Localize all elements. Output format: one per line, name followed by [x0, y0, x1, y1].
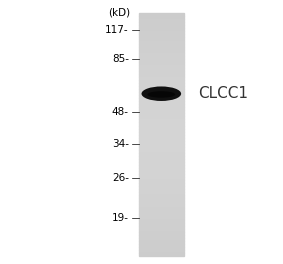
Text: 26-: 26- — [112, 173, 129, 183]
Bar — [139, 192, 184, 195]
Bar — [139, 159, 184, 162]
Bar — [139, 238, 184, 241]
Bar — [139, 28, 184, 31]
Bar — [139, 50, 184, 53]
Ellipse shape — [142, 87, 181, 101]
Bar — [139, 226, 184, 229]
Text: (kD): (kD) — [108, 8, 130, 18]
Bar — [139, 101, 184, 104]
Bar — [139, 165, 184, 168]
Bar — [139, 220, 184, 223]
Bar — [139, 53, 184, 56]
Text: 19-: 19- — [112, 213, 129, 223]
Bar — [139, 211, 184, 214]
Bar — [139, 116, 184, 119]
Bar — [139, 122, 184, 126]
Bar — [139, 80, 184, 83]
Bar — [139, 71, 184, 74]
Bar — [139, 68, 184, 71]
Bar — [139, 98, 184, 101]
Bar — [139, 34, 184, 37]
Bar — [139, 235, 184, 238]
Bar — [139, 183, 184, 186]
Bar — [139, 232, 184, 235]
Bar — [139, 204, 184, 208]
Bar — [139, 180, 184, 183]
Bar — [139, 40, 184, 44]
Bar — [139, 125, 184, 129]
Bar — [139, 153, 184, 156]
Bar — [139, 74, 184, 77]
Bar — [139, 241, 184, 244]
Bar — [139, 62, 184, 65]
Bar — [139, 37, 184, 40]
Bar — [139, 13, 184, 16]
Bar — [139, 77, 184, 80]
Bar — [139, 46, 184, 50]
Bar — [139, 216, 184, 220]
Bar — [139, 16, 184, 19]
Bar — [139, 177, 184, 180]
Bar — [139, 156, 184, 159]
Bar — [139, 44, 184, 46]
Bar — [139, 186, 184, 189]
Bar — [139, 95, 184, 98]
Bar — [139, 83, 184, 86]
Bar — [139, 129, 184, 131]
Text: 34-: 34- — [112, 139, 129, 149]
Bar — [139, 135, 184, 138]
Text: CLCC1: CLCC1 — [198, 86, 248, 101]
Bar — [139, 195, 184, 199]
Bar — [139, 119, 184, 122]
Bar — [139, 25, 184, 29]
Bar — [139, 171, 184, 174]
Bar — [139, 113, 184, 116]
Bar — [139, 22, 184, 25]
Bar — [139, 144, 184, 147]
Text: 48-: 48- — [112, 107, 129, 117]
Bar — [139, 138, 184, 141]
Bar — [139, 229, 184, 232]
Bar — [139, 141, 184, 144]
Bar — [139, 147, 184, 150]
Bar — [139, 107, 184, 110]
Bar — [139, 247, 184, 250]
Bar — [139, 110, 184, 114]
Bar — [139, 201, 184, 204]
Bar — [139, 214, 184, 216]
Bar — [139, 19, 184, 22]
Bar — [139, 174, 184, 177]
Bar — [139, 244, 184, 247]
Bar — [139, 208, 184, 211]
Bar — [139, 199, 184, 201]
Bar — [139, 250, 184, 253]
Bar — [139, 253, 184, 256]
Bar — [139, 65, 184, 68]
Bar — [139, 162, 184, 165]
Ellipse shape — [147, 91, 175, 98]
Bar — [139, 86, 184, 89]
Bar — [139, 168, 184, 171]
Bar — [139, 89, 184, 92]
Bar — [139, 59, 184, 62]
Bar — [139, 56, 184, 59]
Bar — [139, 150, 184, 153]
Bar — [139, 104, 184, 107]
Bar — [139, 31, 184, 35]
Bar — [139, 223, 184, 226]
Bar — [139, 131, 184, 135]
Text: 85-: 85- — [112, 54, 129, 64]
Text: 117-: 117- — [105, 25, 129, 35]
Bar — [139, 92, 184, 95]
Bar — [139, 189, 184, 192]
